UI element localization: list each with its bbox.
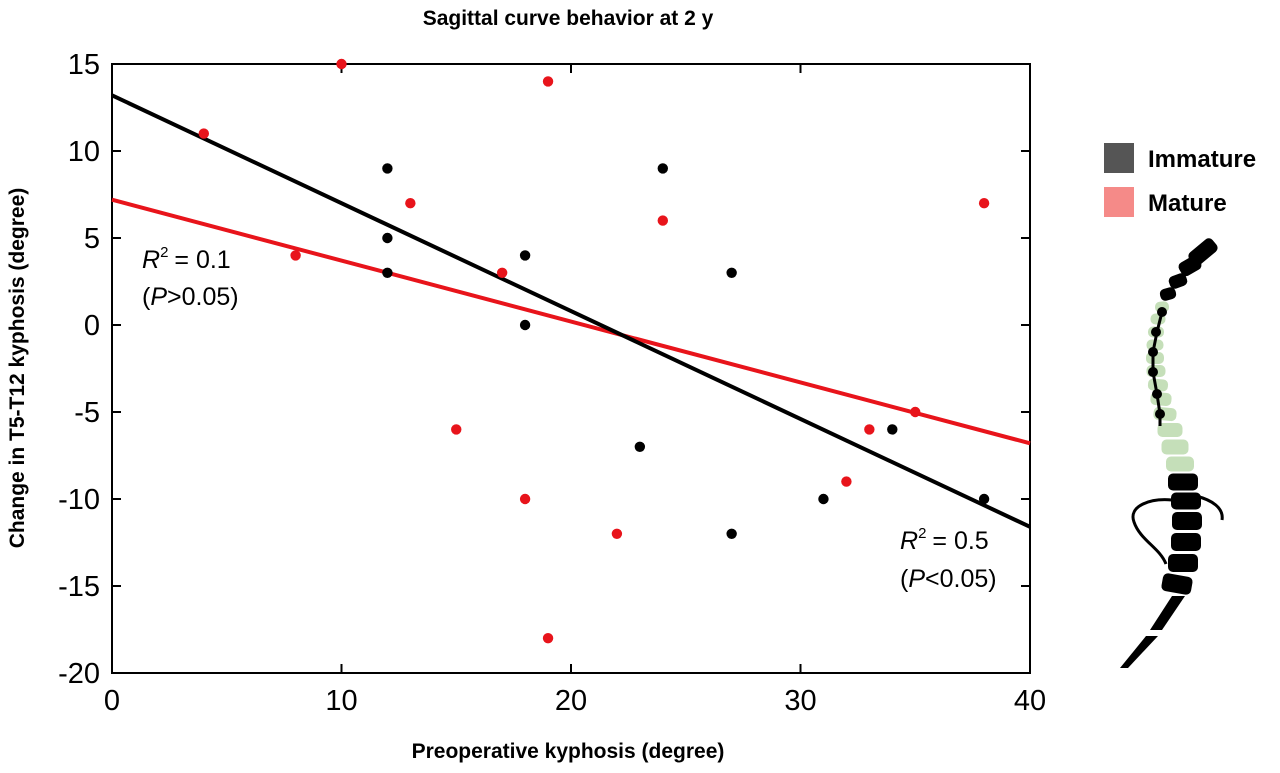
pelvis-outline: [1131, 498, 1173, 565]
legend-swatch-mature: [1104, 187, 1134, 217]
pedicle-screw: [1151, 327, 1161, 337]
point-immature: [978, 493, 990, 505]
pedicle-screw: [1157, 307, 1167, 317]
y-tick-label: 15: [68, 49, 100, 81]
fit-line-mature: [111, 197, 1031, 446]
point-mature: [451, 424, 462, 435]
vertebra-shape: [1166, 456, 1194, 472]
legend-swatch-immature: [1104, 143, 1134, 173]
fit-lines: [111, 93, 1031, 529]
point-mature: [542, 633, 554, 644]
vertebra-shape: [1147, 378, 1169, 392]
point-mature: [519, 493, 531, 505]
legend-label-immature: Immature: [1148, 146, 1256, 173]
point-mature: [910, 406, 921, 418]
point-mature: [978, 198, 990, 209]
x-axis-label: Preoperative kyphosis (degree): [412, 740, 725, 763]
y-tick-label: -20: [58, 658, 100, 690]
y-tick-label: 10: [68, 136, 100, 168]
spine-icon: [1120, 238, 1224, 668]
annotation-immature-p: (P<0.05): [900, 565, 997, 593]
y-tick-label: -5: [74, 397, 100, 429]
vertebra-shape: [1172, 512, 1202, 530]
point-mature: [198, 128, 209, 139]
y-tick-label: 5: [84, 223, 100, 255]
x-tick-label: 30: [784, 685, 816, 717]
x-tick-label: 10: [325, 685, 357, 717]
pedicle-screw: [1152, 389, 1162, 399]
plot-area: 0 10 20 30 40 -20 -15 -10 -5 0 5 10 15: [58, 49, 1046, 717]
pedicle-screw: [1148, 367, 1158, 377]
point-immature: [657, 163, 668, 174]
point-immature: [818, 493, 829, 505]
annotation-mature-r2: R2 = 0.1: [142, 244, 231, 274]
point-mature: [496, 267, 508, 278]
vertebra-shape: [1168, 473, 1198, 491]
point-immature: [382, 232, 393, 244]
chart-title: Sagittal curve behavior at 2 y: [423, 7, 714, 30]
point-mature: [336, 58, 347, 70]
vertebra-shape: [1171, 492, 1201, 510]
point-immature: [382, 267, 393, 278]
point-mature: [611, 528, 623, 539]
vertebra-shape: [1157, 423, 1183, 437]
y-tick-label: -10: [58, 484, 100, 516]
vertebra-shape: [1168, 273, 1188, 289]
point-immature: [519, 319, 531, 331]
vertebra-shape: [1159, 287, 1177, 301]
point-mature: [657, 215, 668, 226]
pedicle-screw: [1148, 347, 1158, 357]
x-tick-label: 0: [104, 685, 120, 717]
pelvis-outline: [1195, 494, 1224, 521]
vertebra-shape: [1178, 255, 1202, 277]
annotation-immature-r2: R2 = 0.5: [900, 525, 989, 555]
point-mature: [290, 250, 301, 261]
point-immature: [634, 441, 646, 452]
point-immature: [519, 250, 531, 261]
vertebra-shape: [1171, 533, 1201, 551]
pedicle-screw: [1155, 409, 1165, 419]
data-points: [198, 58, 990, 644]
point-mature: [841, 476, 852, 487]
x-tick-label: 20: [555, 685, 587, 717]
fit-line-immature: [111, 93, 1031, 529]
point-mature: [405, 198, 416, 209]
legend: Immature Mature: [1104, 143, 1256, 217]
legend-label-mature: Mature: [1148, 190, 1227, 217]
x-tick-label: 40: [1014, 685, 1046, 717]
point-immature: [382, 163, 393, 174]
coccyx-shape: [1120, 636, 1158, 668]
y-tick-label: -15: [58, 571, 100, 603]
vertebra-shape: [1161, 573, 1193, 595]
sacrum-shape: [1150, 596, 1185, 630]
annotation-mature-p: (P>0.05): [142, 283, 239, 311]
point-immature: [726, 528, 737, 539]
vertebra-shape: [1168, 554, 1198, 572]
point-mature: [542, 76, 554, 87]
axis-ticks: 0 10 20 30 40 -20 -15 -10 -5 0 5 10 15: [58, 49, 1046, 717]
y-tick-label: 0: [84, 310, 100, 342]
point-immature: [887, 424, 898, 435]
point-immature: [726, 267, 737, 278]
y-axis-label: Change in T5-T12 kyphosis (degree): [6, 188, 29, 549]
vertebra-shape: [1161, 439, 1189, 455]
plot-frame: [111, 63, 1031, 674]
point-mature: [864, 424, 875, 435]
